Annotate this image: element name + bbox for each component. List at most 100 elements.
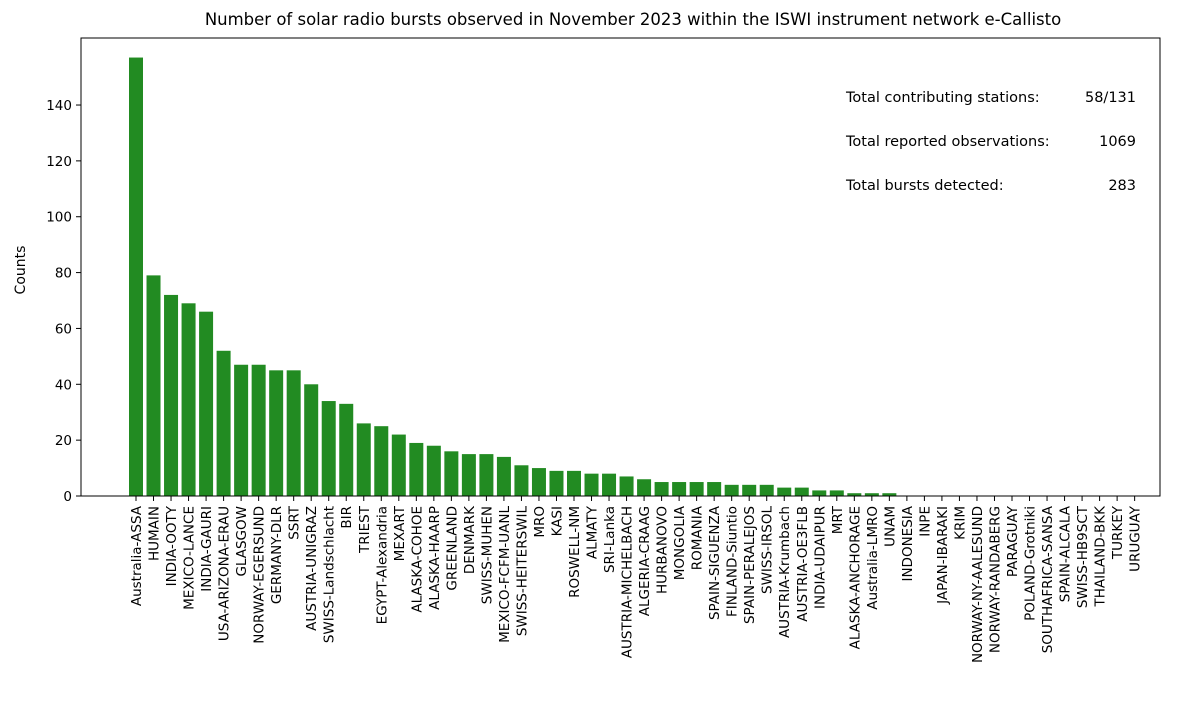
- x-tick-label: INDONESIA: [900, 505, 916, 581]
- x-tick-label: NORWAY-RANDABERG: [987, 506, 1003, 653]
- x-tick-label: SRI-Lanka: [602, 506, 618, 573]
- x-tick-label: AUSTRIA-MICHELBACH: [620, 506, 636, 658]
- x-tick-label: GREENLAND: [444, 506, 460, 591]
- bars-group: [129, 57, 897, 497]
- plot-frame: [80, 37, 1161, 497]
- x-tick-label: USA-ARIZONA-ERAU: [217, 506, 233, 641]
- x-tick-label: SOUTHAFRICA-SANSA: [1040, 505, 1056, 653]
- bar: [199, 311, 214, 496]
- bar: [531, 468, 546, 496]
- x-tick-label: SPAIN-SIGUENZA: [707, 505, 723, 620]
- x-tick-label: INPE: [917, 506, 933, 537]
- x-tick-label: MEXICO-LANCE: [182, 506, 198, 610]
- x-tick-label: DENMARK: [462, 505, 478, 574]
- bar: [286, 370, 301, 496]
- bar: [864, 493, 879, 496]
- x-tick-label: MONGOLIA: [672, 505, 688, 580]
- bar: [707, 482, 722, 496]
- x-tick-label: EGYPT-Alexandria: [374, 506, 390, 624]
- bar: [812, 490, 827, 496]
- x-tick-label: ROSWELL-NM: [567, 506, 583, 598]
- x-tick-label: ALASKA-COHOE: [409, 506, 425, 613]
- y-tick-label: 20: [55, 433, 72, 449]
- bar: [654, 482, 669, 496]
- bar: [146, 275, 161, 496]
- x-tick-label: Australia-ASSA: [129, 505, 145, 606]
- bar: [637, 479, 652, 496]
- x-tick-label: SPAIN-ALCALA: [1058, 505, 1074, 602]
- bar: [689, 482, 704, 496]
- bar: [234, 364, 249, 496]
- x-tick-label: HUMAIN: [147, 506, 163, 561]
- bar: [339, 403, 354, 496]
- x-tick-label: SWISS-HB9SCT: [1075, 505, 1091, 608]
- bar: [759, 484, 774, 496]
- x-tick-label: BIR: [339, 506, 355, 529]
- x-tick-label: INDIA-UDAIPUR: [812, 506, 828, 609]
- bar: [567, 470, 581, 496]
- annotation-label: Total contributing stations:: [845, 90, 1040, 106]
- bar: [356, 423, 371, 496]
- bar: [251, 364, 266, 496]
- x-tick-label: ALGERIA-CRAAG: [637, 506, 653, 616]
- x-tick-label: MRT: [830, 505, 846, 534]
- y-axis-label: Counts: [13, 246, 29, 295]
- x-tick-label: KRIM: [952, 506, 968, 540]
- x-tick-label: URUGUAY: [1128, 505, 1144, 572]
- x-tick-label: INDIA-GAURI: [199, 506, 215, 592]
- y-tick-label: 40: [55, 377, 72, 393]
- y-axis: 0 20 40 60 80 100 120 140: [46, 98, 81, 505]
- bar: [479, 454, 494, 496]
- bar: [496, 456, 511, 496]
- x-tick-label: SSRT: [287, 505, 303, 540]
- bar: [426, 445, 441, 496]
- bar: [164, 294, 179, 496]
- x-tick-label: SPAIN-PERALEJOS: [742, 506, 758, 624]
- x-tick-label: KASI: [549, 506, 565, 536]
- y-tick-label: 120: [46, 154, 72, 170]
- x-tick-label: SWISS-IRSOL: [760, 506, 776, 594]
- x-tick-label: AUSTRIA-OE3FLB: [795, 506, 811, 622]
- x-tick-label: JAPAN-IBARAKI: [935, 506, 951, 605]
- annotation-value: 58/131: [1085, 90, 1136, 106]
- bar: [321, 401, 336, 496]
- x-tick-label: SWISS-MUHEN: [479, 506, 495, 604]
- y-tick-label: 100: [46, 210, 72, 226]
- x-tick-label: ALASKA-HAARP: [427, 506, 443, 610]
- bar: [847, 493, 862, 496]
- x-tick-label: NORWAY-NY-AALESUND: [970, 506, 986, 663]
- annotation-value: 1069: [1099, 134, 1136, 150]
- bar: [549, 470, 564, 496]
- bar: [374, 426, 389, 496]
- x-tick-label: SWISS-HEITERSWIL: [514, 506, 530, 637]
- bar: [129, 57, 143, 497]
- x-tick-label: INDIA-OOTY: [164, 505, 180, 586]
- bar: [409, 442, 424, 496]
- bar: [584, 473, 599, 496]
- x-axis: Australia-ASSA HUMAIN INDIA-OOTY MEXICO-LAN…: [129, 496, 1144, 663]
- annotation-label: Total reported observations:: [845, 134, 1050, 150]
- bar: [882, 493, 897, 496]
- x-tick-label: AUSTRIA-Krumbach: [777, 506, 793, 638]
- bar: [304, 384, 319, 496]
- y-tick-label: 0: [63, 489, 72, 505]
- annotation-label: Total bursts detected:: [845, 178, 1004, 194]
- x-tick-label: MEXICO-FCFM-UANL: [497, 506, 513, 643]
- x-tick-label: PARAGUAY: [1005, 505, 1021, 577]
- x-tick-label: POLAND-Grotniki: [1023, 506, 1039, 621]
- bar: [216, 350, 231, 496]
- y-tick-label: 60: [55, 321, 72, 337]
- bar: [444, 451, 459, 496]
- bar: [181, 303, 196, 496]
- x-tick-label: ALASKA-ANCHORAGE: [847, 506, 863, 649]
- x-tick-label: GLASGOW: [234, 506, 250, 577]
- x-tick-label: TURKEY: [1110, 505, 1126, 560]
- bar: [829, 490, 844, 496]
- x-tick-label: UNAM: [882, 506, 898, 547]
- x-tick-label: FINLAND-Siuntio: [725, 506, 741, 617]
- x-tick-label: AUSTRIA-UNIGRAZ: [304, 506, 320, 631]
- bar: [602, 473, 617, 496]
- x-tick-label: THAILAND-BKK: [1093, 505, 1109, 608]
- chart-title: Number of solar radio bursts observed in…: [205, 10, 1061, 29]
